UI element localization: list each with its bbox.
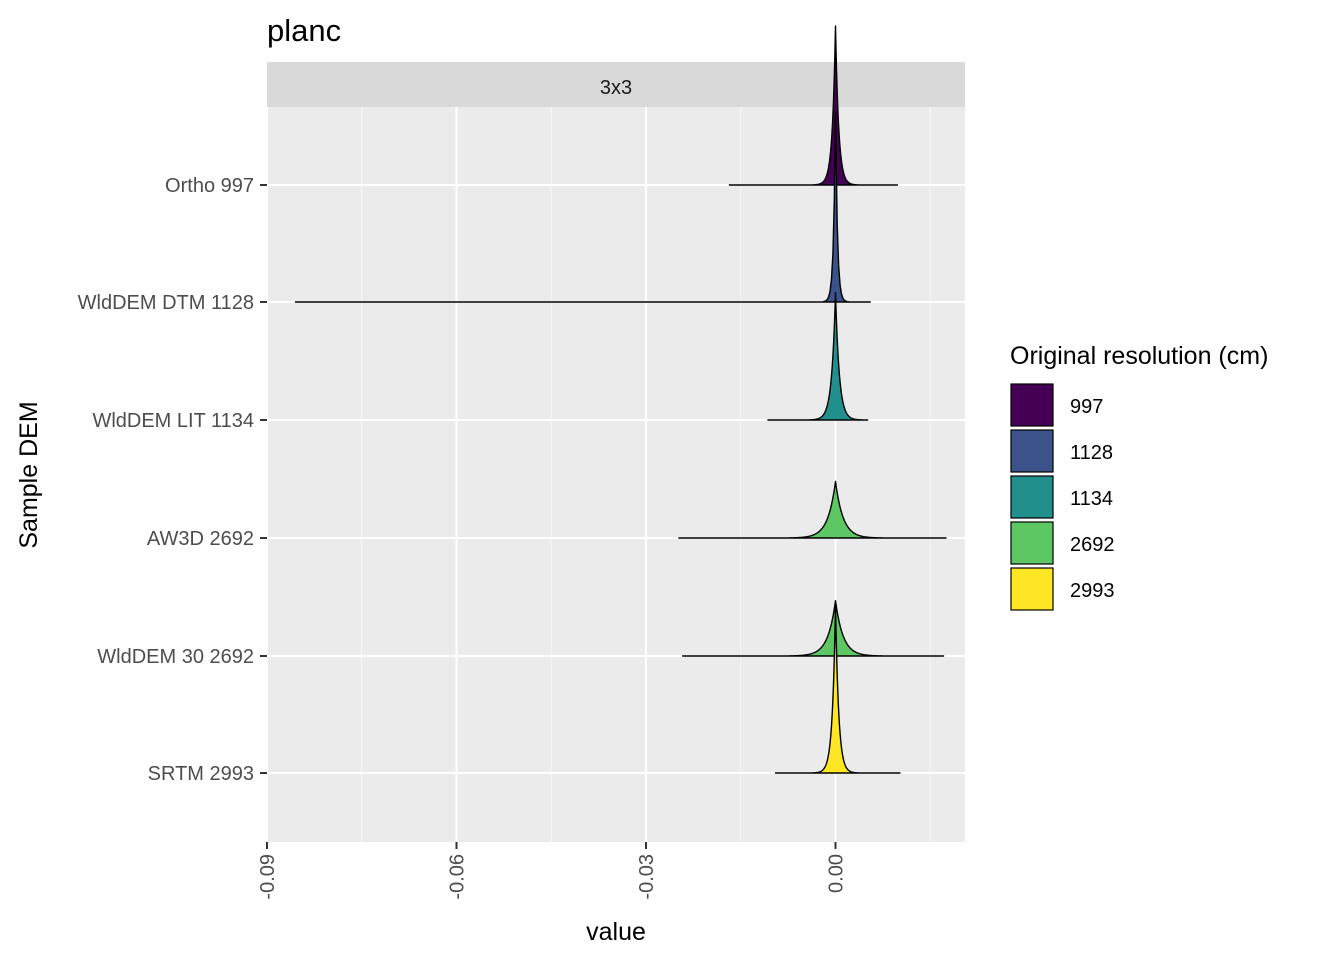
plot-panel <box>267 107 965 842</box>
y-axis: Ortho 997 WldDEM DTM 1128 WldDEM LIT 1134 A… <box>78 175 267 785</box>
legend: Original resolution (cm) 997 1128 1134 2692… <box>1010 342 1268 611</box>
legend-swatch-3 <box>1010 521 1054 565</box>
legend-title: Original resolution (cm) <box>1010 342 1268 370</box>
x-axis: -0.09 -0.06 -0.03 0.00 <box>257 842 848 900</box>
ridge-0 <box>728 25 899 186</box>
ridge-1 <box>294 110 871 303</box>
y-tick-label-1: WldDEM DTM 1128 <box>78 292 254 314</box>
legend-label-0: 997 <box>1070 396 1103 418</box>
x-tick-label-3: 0.00 <box>826 854 848 893</box>
ridge-4 <box>681 599 945 657</box>
y-tick-label-5: SRTM 2993 <box>148 763 254 785</box>
legend-label-1: 1128 <box>1070 442 1113 464</box>
ridge-5 <box>774 603 901 774</box>
ridge-3 <box>678 480 947 539</box>
ridge-2 <box>767 292 869 421</box>
facet-strip <box>267 62 965 107</box>
y-axis-title: Sample DEM <box>15 401 43 548</box>
density-ridges <box>294 25 947 774</box>
x-tick-label-1: -0.06 <box>447 854 469 900</box>
x-axis-title: value <box>586 918 646 946</box>
y-tick-label-3: AW3D 2692 <box>147 528 254 550</box>
minor-gridlines <box>361 107 931 842</box>
facet-label: 3x3 <box>600 77 632 99</box>
x-tick-label-0: -0.09 <box>257 854 279 900</box>
y-tick-label-2: WldDEM LIT 1134 <box>92 410 254 432</box>
legend-label-4: 2993 <box>1070 580 1115 602</box>
legend-swatch-2 <box>1010 475 1054 519</box>
legend-swatch-4 <box>1010 567 1054 611</box>
legend-label-3: 2692 <box>1070 534 1115 556</box>
x-tick-label-2: -0.03 <box>636 854 658 900</box>
chart-title: planc <box>267 13 341 48</box>
legend-swatch-1 <box>1010 429 1054 473</box>
y-tick-label-0: Ortho 997 <box>165 175 254 197</box>
legend-label-2: 1134 <box>1070 488 1113 510</box>
legend-swatch-0 <box>1010 383 1054 427</box>
y-tick-label-4: WldDEM 30 2692 <box>97 646 254 668</box>
